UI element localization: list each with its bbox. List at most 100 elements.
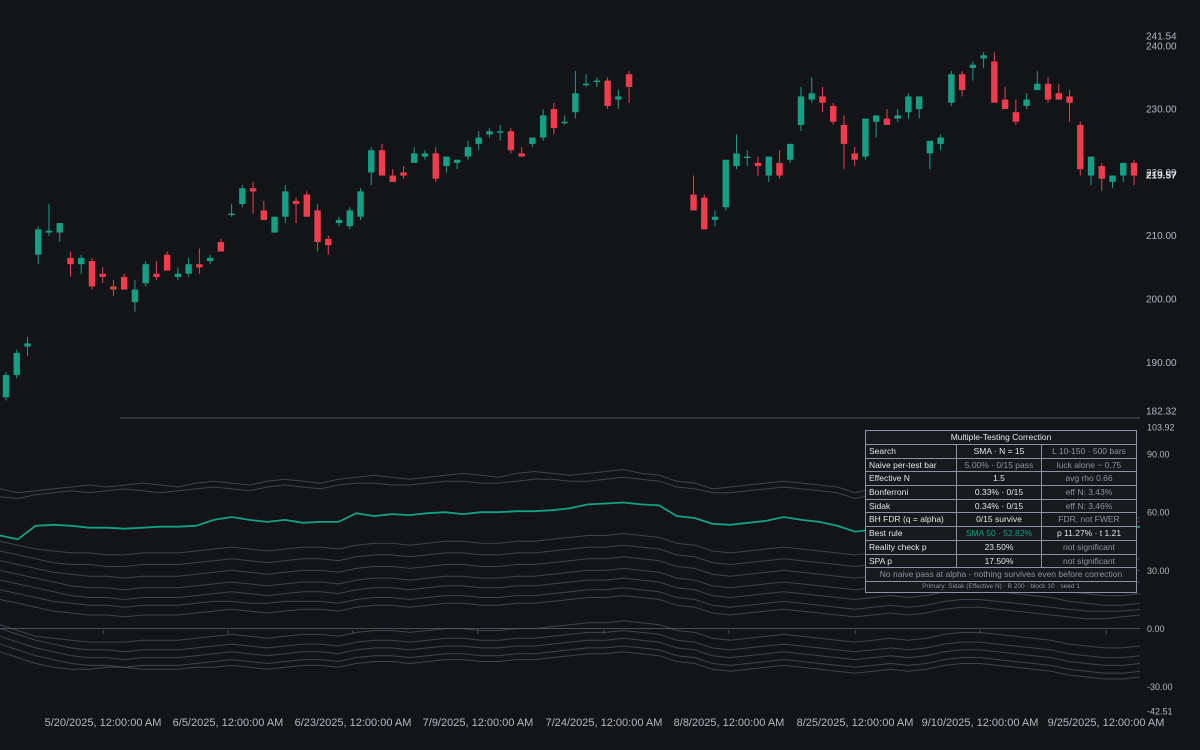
- candle: [561, 115, 568, 125]
- candle: [400, 166, 407, 179]
- osc-tick-label: 0.00: [1147, 624, 1165, 634]
- table-summary: No naive pass at alpha - nothing survive…: [866, 568, 1136, 583]
- candle: [260, 200, 268, 220]
- candle: [421, 150, 429, 160]
- price-tick-label: 190.00: [1146, 358, 1177, 369]
- candle: [969, 61, 977, 81]
- candle: [45, 204, 53, 236]
- candle: [1098, 162, 1105, 192]
- candle: [88, 257, 96, 290]
- table-cell-note: eff N: 3.43%: [1065, 487, 1113, 498]
- candle: [142, 261, 149, 287]
- price-tick-label: 230.00: [1146, 105, 1177, 116]
- table-cell-value: 0.33% · 0/15: [957, 486, 1042, 499]
- candle: [206, 254, 214, 265]
- table-cell-label: Naive per-test bar: [866, 458, 957, 472]
- table-cell-value: 5.00% · 0/15 pass: [957, 458, 1042, 472]
- table-title: Multiple-Testing Correction: [866, 431, 1136, 445]
- price-tick-label: 241.54: [1146, 32, 1177, 43]
- price-tick-label: 200.00: [1146, 295, 1177, 306]
- candle: [2, 371, 10, 401]
- candle: [787, 143, 794, 163]
- candle: [690, 175, 697, 211]
- candle: [711, 210, 719, 227]
- table-row: Reality check p 23.50% not significant: [866, 540, 1136, 555]
- time-tick-label: 6/23/2025, 12:00:00 AM: [295, 717, 412, 729]
- candle: [13, 349, 20, 379]
- candle: [1087, 156, 1095, 186]
- table-cell-note: L 10-150 · 500 bars: [1052, 446, 1126, 456]
- table-cell-value: 17.50%: [957, 554, 1042, 568]
- table-cell-label: BH FDR (q = alpha): [866, 513, 957, 527]
- candle: [937, 134, 944, 151]
- osc-tick-label: -42.51: [1147, 707, 1173, 717]
- series-line: [0, 643, 1141, 674]
- multiple-testing-table: Multiple-Testing Correction Search SMA · …: [865, 430, 1137, 594]
- table-row: Sidak 0.34% · 0/15 eff N: 3.46%: [866, 499, 1136, 514]
- time-tick-label: 9/25/2025, 12:00:00 AM: [1048, 717, 1165, 729]
- time-tick-label: 7/24/2025, 12:00:00 AM: [546, 717, 663, 729]
- candle: [615, 90, 622, 110]
- candle: [894, 109, 901, 122]
- candle: [539, 109, 547, 141]
- candle: [239, 185, 246, 208]
- candle: [185, 257, 192, 277]
- candle: [722, 159, 729, 211]
- table-cell-label: Sidak: [866, 499, 957, 513]
- candle: [56, 223, 63, 243]
- table-row: Bonferroni 0.33% · 0/15 eff N: 3.43%: [866, 486, 1136, 500]
- candle: [915, 96, 923, 119]
- osc-tick-label: -30.00: [1147, 682, 1173, 692]
- candle: [163, 251, 171, 271]
- candle: [948, 71, 955, 106]
- candle: [625, 71, 633, 103]
- candle: [368, 147, 375, 186]
- candle: [701, 194, 708, 230]
- candle: [1130, 159, 1138, 186]
- candle: [1023, 93, 1030, 110]
- osc-tick-label: 103.92: [1147, 423, 1175, 433]
- candle: [357, 188, 364, 220]
- time-axis[interactable]: 5/20/2025, 12:00:00 AM 6/5/2025, 12:00:00…: [45, 630, 1165, 729]
- time-tick-label: 7/9/2025, 12:00:00 AM: [423, 717, 534, 729]
- candle: [1044, 77, 1052, 103]
- price-tick-label: 210.00: [1146, 231, 1177, 242]
- candle: [572, 71, 579, 119]
- candle: [432, 147, 439, 182]
- time-tick-label: 8/8/2025, 12:00:00 AM: [674, 717, 785, 729]
- candle: [830, 102, 837, 125]
- table-cell-note: not significant: [1063, 541, 1115, 552]
- candle: [1120, 162, 1127, 182]
- candle: [496, 124, 504, 141]
- candle: [346, 207, 353, 230]
- candle: [518, 147, 525, 157]
- table-cell-label: Effective N: [866, 472, 957, 486]
- table-cell-value: SMA 50 · 52.82%: [957, 527, 1042, 540]
- candle: [765, 156, 772, 182]
- table-cell-note: p 11.27% · t 1.21: [1056, 528, 1122, 539]
- series-line: [0, 651, 1141, 680]
- candle: [819, 86, 826, 113]
- table-cell-value: SMA · N = 15: [957, 445, 1042, 458]
- candle: [529, 137, 536, 148]
- table-cell-note: eff N: 3.46%: [1065, 500, 1113, 511]
- candle: [593, 77, 601, 87]
- candle: [411, 147, 418, 163]
- table-cell-label: Best rule: [866, 527, 957, 540]
- table-cell-value: 1.5: [957, 472, 1042, 486]
- table-cell-note: avg rho 0.66: [1065, 473, 1113, 484]
- candle: [378, 143, 386, 176]
- candle: [174, 267, 182, 281]
- series-line: [0, 628, 1141, 659]
- candle: [303, 191, 310, 217]
- candle: [153, 261, 160, 281]
- candle: [335, 216, 343, 227]
- candle: [1066, 90, 1073, 122]
- candle: [797, 86, 805, 132]
- candle: [131, 280, 139, 312]
- oscillator-axis[interactable]: 103.92 90.00 60.00 30.00 0.00 -30.00 -42.51: [1147, 423, 1175, 717]
- candle: [604, 77, 611, 110]
- candle: [454, 159, 461, 170]
